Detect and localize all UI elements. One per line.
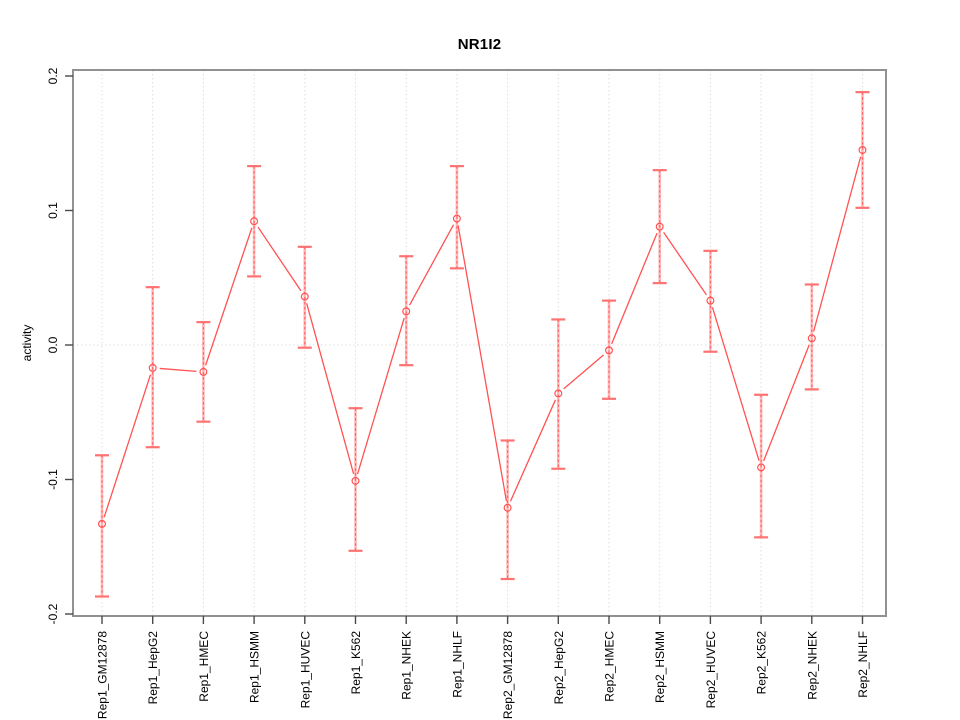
y-tick-label: 0.0	[46, 336, 60, 353]
data-point-marker	[300, 292, 309, 301]
data-point-marker	[351, 476, 360, 485]
series-segment	[257, 226, 302, 292]
x-tick-label: Rep2_GM12878	[501, 631, 515, 719]
series-segment	[763, 344, 810, 462]
x-tick-label: Rep1_K562	[349, 631, 363, 695]
data-point-marker	[604, 346, 613, 355]
series-segment	[306, 303, 355, 475]
plot-border	[72, 69, 887, 617]
x-tick-label: Rep2_K562	[755, 631, 769, 695]
series-segment	[611, 232, 658, 345]
x-tick-label: Rep1_HepG2	[146, 631, 160, 705]
y-tick-label: 0.2	[46, 67, 60, 84]
x-tick-label: Rep2_HMEC	[603, 631, 617, 702]
x-tick-label: Rep2_NHEK	[805, 631, 819, 700]
series-segment	[205, 227, 253, 366]
data-point-marker	[554, 389, 563, 398]
data-point-marker	[250, 217, 259, 226]
data-point-marker	[199, 367, 208, 376]
x-tick-label: Rep2_HUVEC	[704, 631, 718, 709]
series-segment	[509, 399, 557, 502]
data-point-marker	[97, 519, 106, 528]
data-point-marker	[858, 145, 867, 154]
chart-title: NR1I2	[457, 36, 502, 53]
data-point-marker	[452, 214, 461, 223]
series-segment	[563, 354, 605, 390]
series-segment	[663, 232, 707, 296]
series-segment	[356, 317, 405, 475]
y-tick-label: -0.2	[46, 603, 60, 624]
data-point-marker	[757, 463, 766, 472]
x-tick-label: Rep2_HepG2	[552, 631, 566, 705]
series-segment	[711, 307, 760, 461]
data-point-marker	[402, 307, 411, 316]
x-tick-label: Rep1_HSMM	[248, 631, 262, 703]
series-segment	[408, 224, 455, 306]
y-tick-label: -0.1	[46, 469, 60, 490]
series-segment	[812, 156, 862, 332]
x-tick-label: Rep1_NHEK	[400, 631, 414, 700]
x-tick-label: Rep1_HMEC	[197, 631, 211, 702]
data-point-marker	[655, 222, 664, 231]
x-tick-label: Rep1_HUVEC	[298, 631, 312, 709]
x-tick-label: Rep2_NHLF	[856, 631, 870, 698]
series-segment	[457, 225, 508, 501]
data-point-marker	[706, 296, 715, 305]
data-point-marker	[807, 334, 816, 343]
x-tick-label: Rep1_NHLF	[450, 631, 464, 698]
y-tick-label: 0.1	[46, 202, 60, 219]
data-point-marker	[503, 503, 512, 512]
x-tick-label: Rep2_HSMM	[653, 631, 667, 703]
data-point-marker	[148, 363, 157, 372]
x-tick-label: Rep1_GM12878	[96, 631, 110, 719]
series-segment	[103, 374, 152, 518]
series-segment	[159, 367, 197, 372]
